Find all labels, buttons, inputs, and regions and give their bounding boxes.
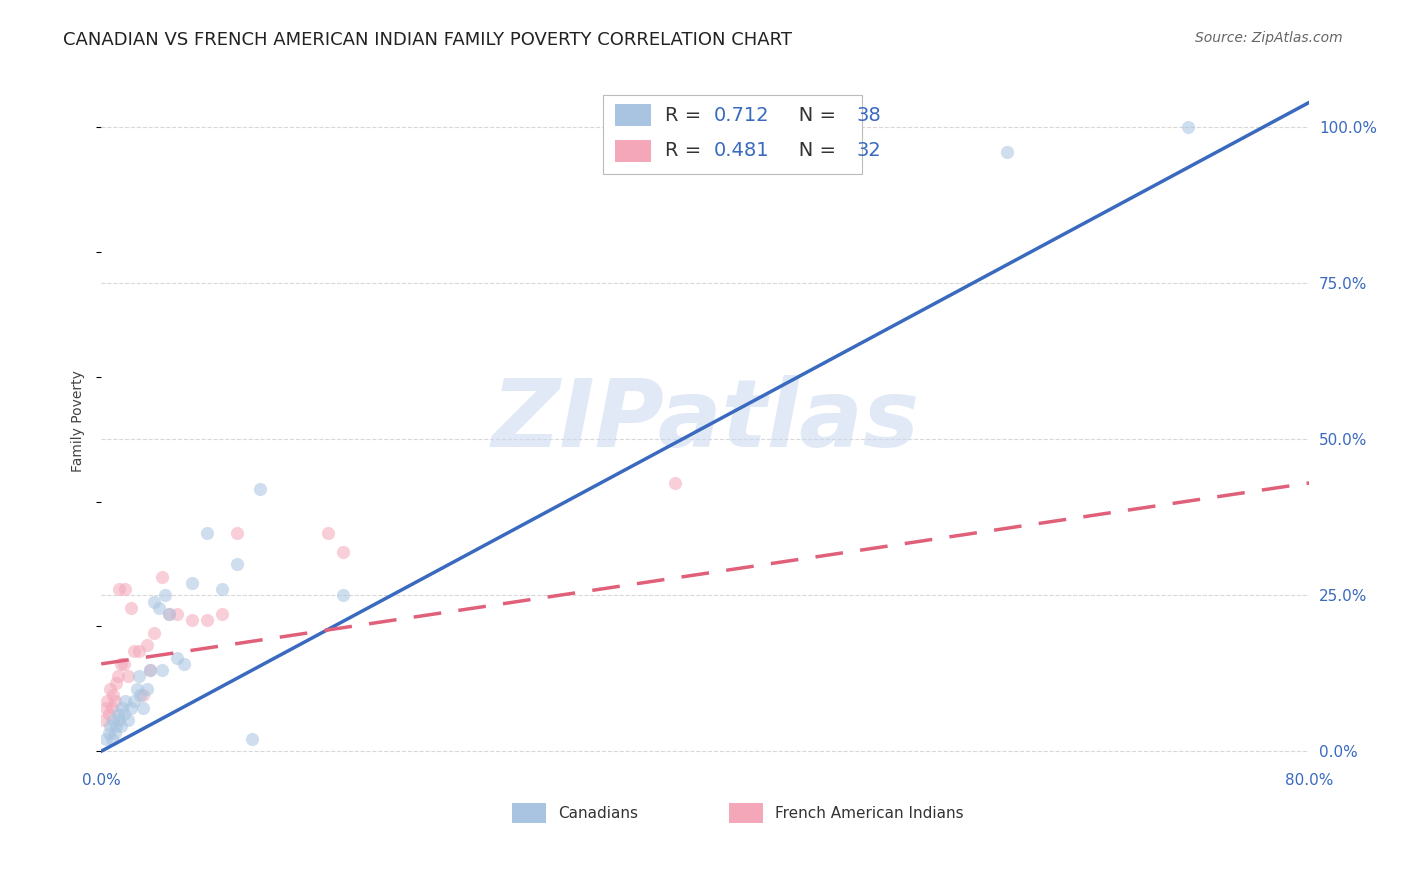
Text: ZIPatlas: ZIPatlas [491,375,920,467]
Text: Canadians: Canadians [558,805,638,821]
Point [98,719,121,733]
Point [211,607,233,621]
Point [105,675,128,690]
Text: R =: R = [665,105,707,125]
Text: 32: 32 [856,141,882,161]
Text: CANADIAN VS FRENCH AMERICAN INDIAN FAMILY POVERTY CORRELATION CHART: CANADIAN VS FRENCH AMERICAN INDIAN FAMIL… [63,31,792,49]
Text: N =: N = [780,105,842,125]
Point [124,694,146,708]
Point [112,657,135,671]
Point [249,482,271,496]
Point [124,644,146,658]
Text: R =: R = [665,141,707,161]
Point [103,713,125,727]
Point [157,607,180,621]
Point [104,694,127,708]
Point [108,582,131,596]
Point [107,706,129,721]
Point [111,700,134,714]
Point [143,625,166,640]
Point [148,600,170,615]
Point [110,719,132,733]
Point [104,725,127,739]
Point [96,694,118,708]
Point [1177,120,1199,135]
Text: 0.481: 0.481 [714,141,769,161]
Point [98,681,121,696]
Point [101,731,124,746]
Point [128,669,150,683]
Point [110,657,132,671]
Point [101,700,124,714]
Point [105,719,128,733]
Text: 38: 38 [856,105,882,125]
Point [107,669,129,683]
Point [995,145,1018,160]
Point [132,700,155,714]
Point [173,657,195,671]
Point [157,607,180,621]
Bar [730,803,763,823]
Point [150,569,173,583]
Point [240,731,263,746]
Text: 0.712: 0.712 [714,105,769,125]
Y-axis label: Family Poverty: Family Poverty [72,369,86,472]
Point [94,700,117,714]
Point [103,688,125,702]
Point [108,713,131,727]
Bar [614,140,651,161]
Point [166,650,188,665]
Point [166,607,188,621]
Point [120,700,142,714]
Point [226,525,249,540]
Bar [512,803,546,823]
Point [127,681,149,696]
Point [120,600,142,615]
Point [211,582,233,596]
Bar [614,104,651,126]
Point [180,575,202,590]
Text: French American Indians: French American Indians [775,805,965,821]
Point [135,638,157,652]
Point [138,663,160,677]
Point [135,681,157,696]
Point [195,525,218,540]
Point [226,557,249,571]
Point [128,644,150,658]
Point [138,663,160,677]
Point [332,544,354,558]
Point [150,663,173,677]
Point [114,694,136,708]
Point [117,713,139,727]
Point [316,525,339,540]
Point [332,588,354,602]
FancyBboxPatch shape [603,95,862,174]
Point [114,582,136,596]
Point [93,713,115,727]
Point [129,688,152,702]
Text: N =: N = [780,141,842,161]
Point [132,688,155,702]
Point [153,588,176,602]
Point [97,725,120,739]
Point [97,706,120,721]
Point [117,669,139,683]
Point [94,731,117,746]
Point [195,613,218,627]
Point [143,594,166,608]
Text: Source: ZipAtlas.com: Source: ZipAtlas.com [1195,31,1343,45]
Point [664,475,686,490]
Point [112,706,135,721]
Point [180,613,202,627]
